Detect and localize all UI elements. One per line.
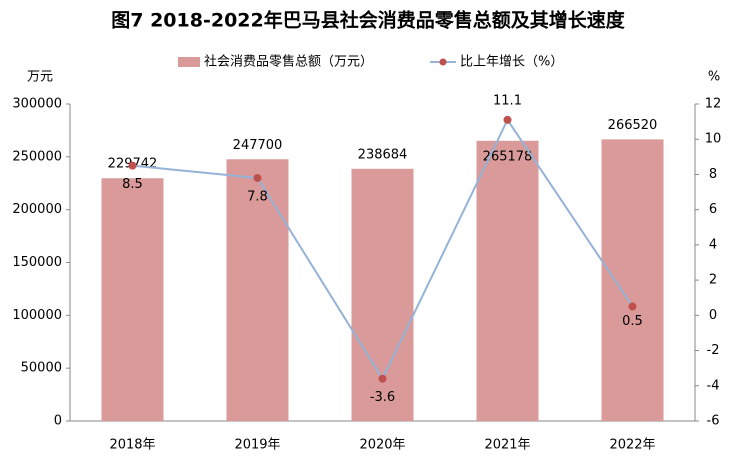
line-value-label: -3.6 bbox=[370, 390, 395, 405]
x-tick-label: 2019年 bbox=[234, 438, 280, 453]
line-value-label: 0.5 bbox=[622, 314, 643, 329]
x-tick-label: 2020年 bbox=[359, 438, 405, 453]
legend-label: 比上年增长（%） bbox=[460, 55, 563, 70]
y-tick-label: 150000 bbox=[12, 255, 62, 270]
chart-title: 图7 2018-2022年巴马县社会消费品零售总额及其增长速度 bbox=[111, 9, 625, 32]
bar-value-label: 266520 bbox=[608, 118, 658, 133]
y-tick-label: 100000 bbox=[12, 308, 62, 323]
line-marker bbox=[628, 302, 637, 311]
y2-tick-label: 2 bbox=[709, 273, 717, 288]
line-marker bbox=[378, 374, 387, 383]
y2-axis-label: % bbox=[708, 70, 720, 85]
line-marker bbox=[503, 115, 512, 124]
y-axis-label: 万元 bbox=[27, 70, 53, 85]
x-tick-label: 2018年 bbox=[109, 438, 155, 453]
y2-tick-label: -2 bbox=[707, 343, 720, 358]
bar-value-label: 265178 bbox=[483, 149, 533, 164]
line-value-label: 11.1 bbox=[493, 93, 522, 108]
bar bbox=[101, 178, 164, 421]
bar bbox=[476, 140, 539, 422]
bar bbox=[226, 159, 289, 421]
y2-tick-label: 8 bbox=[709, 167, 717, 182]
y-tick-label: 200000 bbox=[12, 202, 62, 217]
y-tick-label: 250000 bbox=[12, 149, 62, 164]
line-marker bbox=[253, 173, 262, 182]
y-tick-label: 50000 bbox=[21, 361, 62, 376]
y2-tick-label: -4 bbox=[707, 378, 720, 393]
line-value-label: 7.8 bbox=[247, 189, 268, 204]
legend-swatch bbox=[178, 57, 200, 67]
y2-tick-label: 4 bbox=[709, 237, 717, 252]
y2-tick-label: -6 bbox=[707, 414, 720, 429]
y-tick-label: 0 bbox=[54, 414, 62, 429]
legend-marker bbox=[439, 58, 447, 66]
legend-label: 社会消费品零售总额（万元） bbox=[204, 54, 373, 70]
y-tick-label: 300000 bbox=[12, 97, 62, 112]
bar-value-label: 238684 bbox=[358, 147, 408, 162]
bar bbox=[601, 139, 664, 421]
y2-tick-label: 10 bbox=[705, 132, 722, 147]
y2-tick-label: 12 bbox=[705, 97, 722, 112]
x-tick-label: 2021年 bbox=[484, 438, 530, 453]
bar-value-label: 247700 bbox=[233, 138, 283, 153]
x-tick-label: 2022年 bbox=[609, 438, 655, 453]
line-marker bbox=[128, 161, 137, 170]
bar bbox=[351, 168, 414, 421]
y2-tick-label: 0 bbox=[709, 308, 717, 323]
y2-tick-label: 6 bbox=[709, 202, 717, 217]
line-value-label: 8.5 bbox=[122, 177, 143, 192]
